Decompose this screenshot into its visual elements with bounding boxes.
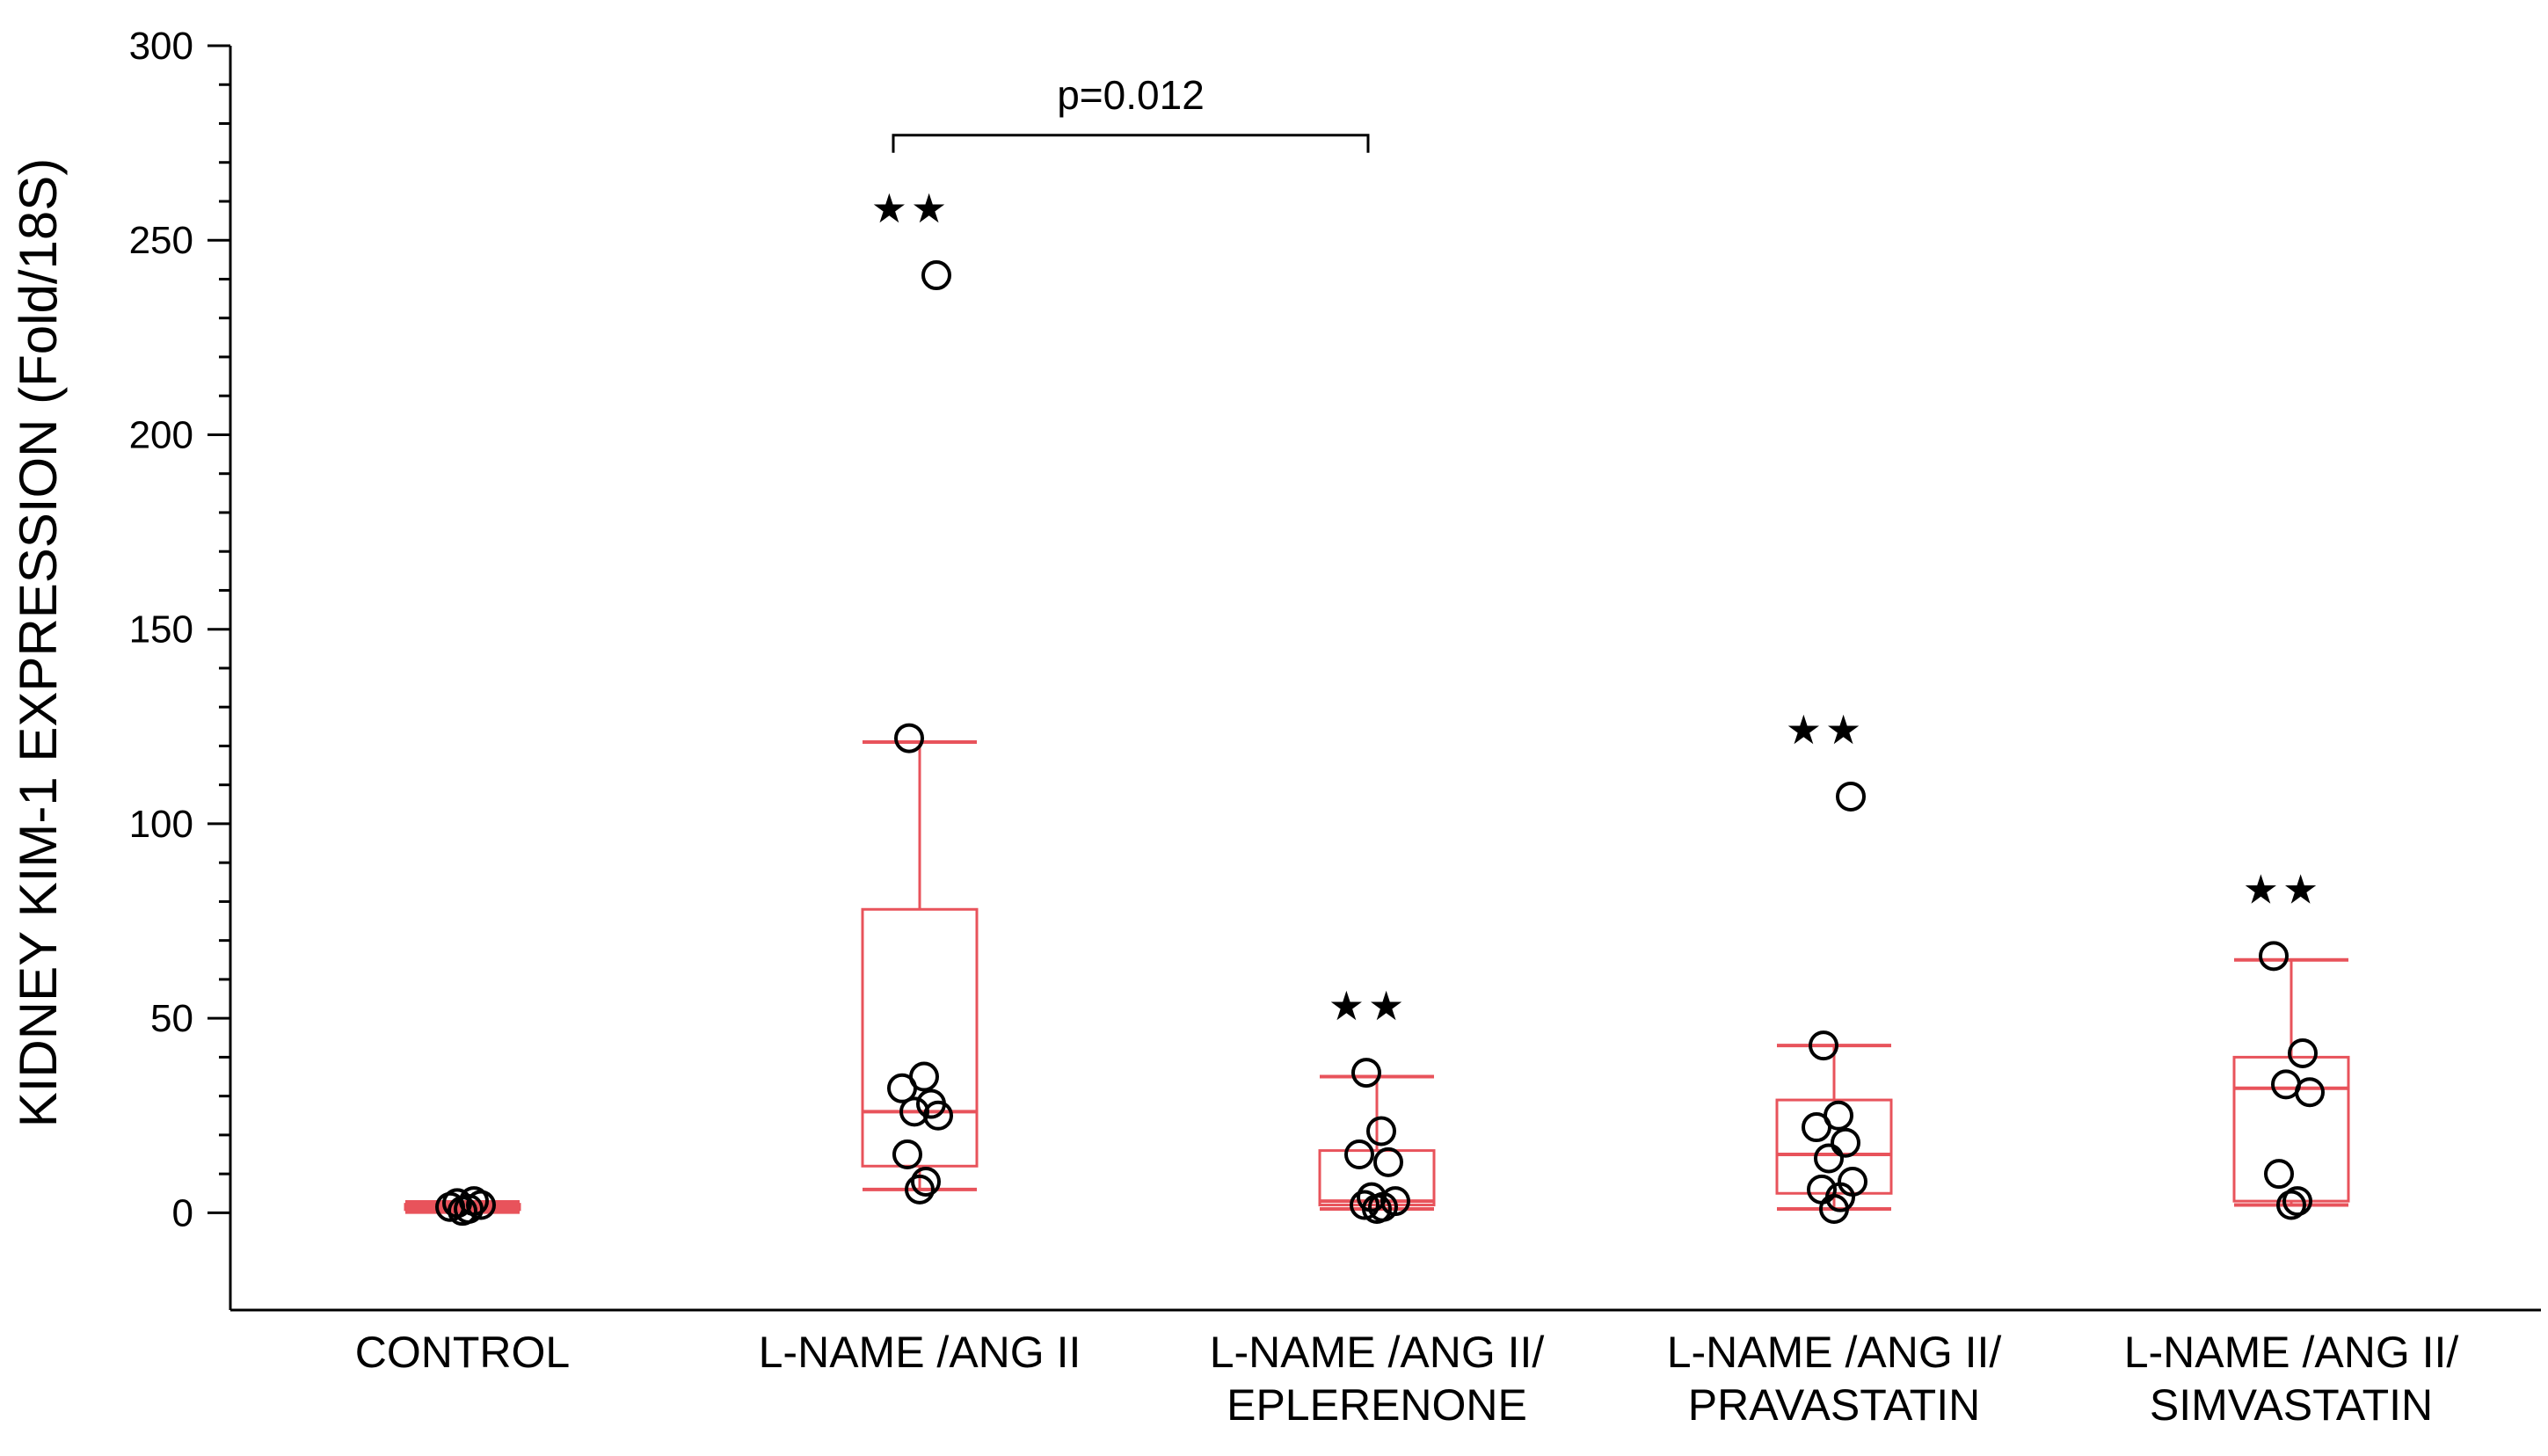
data-point xyxy=(442,1188,472,1219)
category-label: L-NAME /ANG II/ xyxy=(1210,1328,1545,1377)
data-point xyxy=(1814,1143,1844,1174)
data-point xyxy=(909,1061,939,1092)
y-tick-label: 300 xyxy=(129,25,193,68)
data-point xyxy=(1809,1030,1838,1061)
data-point xyxy=(2271,1069,2301,1100)
data-point xyxy=(2259,941,2289,972)
category-label: CONTROL xyxy=(355,1328,570,1377)
significance-bracket xyxy=(892,134,1370,153)
data-point xyxy=(892,1139,922,1170)
data-point xyxy=(921,260,951,291)
data-point xyxy=(905,1174,935,1205)
p-value-label: p=0.012 xyxy=(1057,72,1205,118)
data-point xyxy=(1344,1139,1374,1170)
data-point xyxy=(1824,1100,1853,1131)
significance-stars: ★★ xyxy=(1329,982,1408,1030)
category-label: SIMVASTATIN xyxy=(2150,1380,2433,1430)
significance-stars: ★★ xyxy=(2243,865,2322,913)
significance-stars: ★★ xyxy=(1786,706,1865,753)
boxes xyxy=(404,740,2350,1214)
data-point xyxy=(1366,1116,1396,1147)
data-point xyxy=(899,1096,929,1127)
data-point xyxy=(1351,1058,1381,1088)
y-tick-label: 50 xyxy=(150,997,193,1040)
data-point xyxy=(916,1088,946,1119)
data-points xyxy=(435,260,2325,1227)
data-point xyxy=(2276,1190,2306,1220)
data-point xyxy=(1836,781,1866,812)
y-tick-label: 250 xyxy=(129,219,193,262)
data-point xyxy=(1380,1186,1410,1217)
category-label: L-NAME /ANG II xyxy=(759,1328,1081,1377)
data-point xyxy=(894,723,924,753)
category-label: L-NAME /ANG II/ xyxy=(2124,1328,2459,1377)
data-point xyxy=(2282,1186,2312,1217)
axes: 0 50 100 150 200 250 300 xyxy=(129,25,2541,1312)
category-label: L-NAME /ANG II/ xyxy=(1667,1328,2002,1377)
y-tick-label: 100 xyxy=(129,803,193,846)
data-point xyxy=(1807,1174,1837,1205)
data-point xyxy=(2264,1159,2294,1190)
data-point xyxy=(1357,1182,1387,1212)
data-point xyxy=(911,1166,941,1197)
y-tick-label: 200 xyxy=(129,413,193,456)
y-axis-label: KIDNEY KIM-1 EXPRESSION (Fold/18S) xyxy=(9,158,68,1128)
y-tick-label: 150 xyxy=(129,608,193,652)
category-label: PRAVASTATIN xyxy=(1688,1380,1980,1430)
y-tick-label: 0 xyxy=(172,1191,193,1234)
data-point xyxy=(1831,1127,1860,1158)
significance-stars: ★★ xyxy=(871,185,950,232)
data-point xyxy=(1373,1147,1403,1177)
labels: KIDNEY KIM-1 EXPRESSION (Fold/18S) CONTRO… xyxy=(9,72,2458,1430)
data-point xyxy=(1838,1166,1867,1197)
category-label: EPLERENONE xyxy=(1227,1380,1527,1430)
box-iqr xyxy=(861,907,979,1168)
data-point xyxy=(2288,1037,2318,1068)
data-point xyxy=(1350,1190,1380,1220)
data-point xyxy=(459,1186,489,1217)
